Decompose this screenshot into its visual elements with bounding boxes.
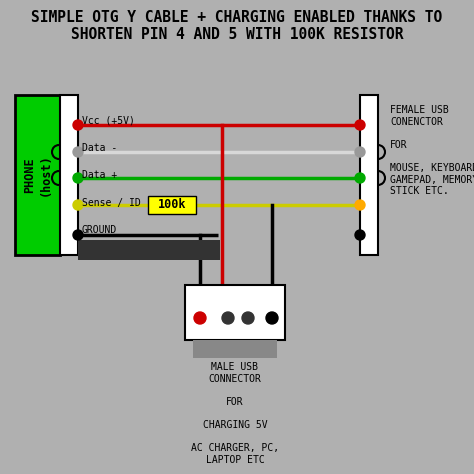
- Circle shape: [73, 120, 83, 130]
- Text: FEMALE USB
CONENCTOR

FOR

MOUSE, KEYBOARD,
GAMEPAD, MEMORY
STICK ETC.: FEMALE USB CONENCTOR FOR MOUSE, KEYBOARD…: [390, 105, 474, 196]
- Circle shape: [194, 312, 206, 324]
- Circle shape: [355, 120, 365, 130]
- Bar: [193, 340, 277, 358]
- Text: Data +: Data +: [82, 170, 117, 180]
- Text: SIMPLE OTG Y CABLE + CHARGING ENABLED THANKS TO
SHORTEN PIN 4 AND 5 WITH 100K RE: SIMPLE OTG Y CABLE + CHARGING ENABLED TH…: [31, 10, 443, 42]
- Circle shape: [355, 200, 365, 210]
- Circle shape: [73, 147, 83, 157]
- Text: PHONE
(host): PHONE (host): [24, 154, 52, 196]
- Bar: [15, 95, 60, 255]
- Circle shape: [355, 173, 365, 183]
- Text: GROUND: GROUND: [82, 225, 117, 235]
- Circle shape: [266, 312, 278, 324]
- Circle shape: [355, 230, 365, 240]
- Circle shape: [73, 173, 83, 183]
- Circle shape: [73, 230, 83, 240]
- Text: Vcc (+5V): Vcc (+5V): [82, 115, 135, 125]
- Text: Sense / ID: Sense / ID: [82, 198, 141, 208]
- Bar: [78, 240, 220, 260]
- Bar: [60, 95, 78, 255]
- Bar: [185, 285, 285, 340]
- Text: 100k: 100k: [158, 199, 186, 211]
- Bar: [148, 196, 196, 214]
- Text: Data -: Data -: [82, 143, 117, 153]
- Circle shape: [73, 200, 83, 210]
- Circle shape: [222, 312, 234, 324]
- Text: MALE USB
CONNECTOR

FOR

CHARGING 5V

AC CHARGER, PC,
LAPTOP ETC: MALE USB CONNECTOR FOR CHARGING 5V AC CH…: [191, 362, 279, 465]
- Circle shape: [355, 147, 365, 157]
- Circle shape: [242, 312, 254, 324]
- Bar: [360, 95, 378, 255]
